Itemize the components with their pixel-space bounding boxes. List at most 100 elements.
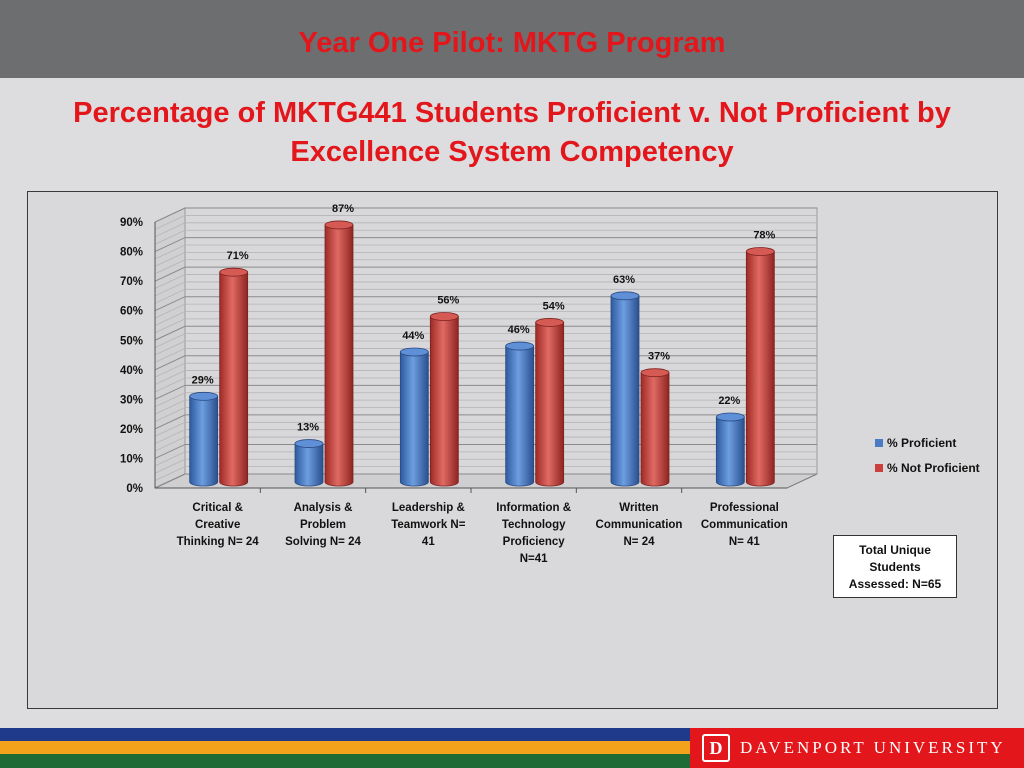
bar-top-proficient <box>715 412 745 422</box>
logo-text: DAVENPORT UNIVERSITY <box>740 738 1006 757</box>
gridline <box>154 215 817 230</box>
data-label: 46% <box>508 324 530 336</box>
gridline <box>154 318 817 334</box>
y-tick-label: 40% <box>120 365 143 377</box>
gridline <box>154 377 817 393</box>
data-label: 37% <box>648 351 670 363</box>
gridline <box>154 244 817 260</box>
gridline <box>154 429 817 445</box>
gridline <box>154 325 817 341</box>
gridline <box>154 370 817 385</box>
gridline <box>154 251 817 267</box>
stripe-green <box>0 754 690 768</box>
bar-proficient <box>610 295 640 487</box>
gridline <box>154 443 817 459</box>
bar-top-proficient <box>505 341 535 351</box>
footer-stripes <box>0 728 1024 768</box>
gridline <box>154 473 817 489</box>
y-tick-label: 0% <box>126 483 143 495</box>
data-label: 78% <box>753 230 775 242</box>
data-label: 13% <box>297 422 319 434</box>
bar-not-proficient <box>640 372 670 487</box>
bar-proficient <box>189 395 219 487</box>
gridline <box>154 303 817 319</box>
y-tick-label: 10% <box>120 453 143 465</box>
gridline <box>154 458 817 474</box>
gridline <box>154 333 817 348</box>
bar-top-proficient <box>294 439 324 448</box>
gridline <box>154 274 817 289</box>
legend: % Proficient % Not Proficient <box>875 430 980 480</box>
legend-swatch-not-proficient <box>875 463 883 472</box>
slide-title: Year One Pilot: MKTG Program <box>298 27 726 59</box>
y-tick-label: 20% <box>120 424 143 436</box>
data-label: 87% <box>332 203 354 215</box>
bar-top-proficient <box>189 391 219 401</box>
bar-proficient <box>399 351 429 487</box>
university-logo: D DAVENPORT UNIVERSITY <box>690 728 1024 768</box>
y-tick-label: 80% <box>120 247 143 259</box>
bar-not-proficient <box>219 271 249 487</box>
gridline <box>154 451 817 467</box>
bar-not-proficient <box>745 251 775 487</box>
gridline <box>154 407 817 422</box>
data-label: 22% <box>718 395 740 407</box>
bar-not-proficient <box>429 316 459 487</box>
bar-top-not-proficient <box>640 368 670 378</box>
gridline <box>154 229 817 245</box>
gridline <box>154 281 817 297</box>
gridline <box>154 392 817 408</box>
bar-proficient <box>294 443 324 487</box>
gridline <box>154 222 817 238</box>
gridline <box>154 384 817 400</box>
bar-proficient <box>715 416 745 487</box>
y-tick-label: 60% <box>120 306 143 318</box>
gridline <box>154 288 817 304</box>
gridline <box>154 348 817 363</box>
bar-not-proficient <box>535 322 565 487</box>
bar-top-not-proficient <box>324 220 354 230</box>
data-label: 56% <box>437 295 459 307</box>
data-label: 63% <box>613 274 635 286</box>
data-label: 54% <box>543 300 565 312</box>
y-tick-label: 70% <box>120 276 143 288</box>
category-label: Leadership & Teamwork N= 41 <box>391 502 466 548</box>
bar-top-proficient <box>610 291 640 301</box>
chart-heading: Percentage of MKTG441 Students Proficien… <box>73 97 951 168</box>
gridline <box>154 259 817 275</box>
bar-top-not-proficient <box>745 247 775 256</box>
gridline <box>154 237 817 253</box>
gridline <box>154 355 817 371</box>
bar-top-not-proficient <box>219 267 249 277</box>
stripe-blue <box>0 728 690 741</box>
gridline <box>154 296 817 312</box>
y-tick-label: 30% <box>120 394 143 406</box>
gridline <box>154 207 817 223</box>
gridline <box>154 362 817 378</box>
gridline <box>154 340 817 356</box>
bar-proficient <box>505 345 535 487</box>
data-label: 71% <box>227 250 249 262</box>
gridline <box>154 414 817 430</box>
category-label: Professional Communication N= 41 <box>700 502 788 548</box>
data-label: 29% <box>192 374 214 386</box>
gridline <box>154 466 817 481</box>
legend-label-not-proficient: % Not Proficient <box>887 460 980 475</box>
bar-top-proficient <box>399 347 429 357</box>
gridline <box>154 421 817 437</box>
gridline <box>154 436 817 452</box>
category-label: Written Communication N= 24 <box>595 502 683 548</box>
gridline <box>154 311 817 326</box>
bar-top-not-proficient <box>535 318 565 327</box>
header-bar <box>0 0 1024 78</box>
total-students-note: Total Unique Students Assessed: N=65 <box>833 535 957 598</box>
legend-label-proficient: % Proficient <box>887 435 957 450</box>
y-tick-label: 50% <box>120 335 143 347</box>
legend-item-proficient: % Proficient <box>875 430 980 455</box>
bar-chart: 0% 10% 20% 30% 40% 50% 60% 70% 80% 90% 29% 71% 13% 87… <box>120 203 818 495</box>
stripe-orange <box>0 741 690 754</box>
gridline <box>154 399 817 415</box>
category-label: Information & Technology Proficiency N=4… <box>496 502 572 565</box>
legend-item-not-proficient: % Not Proficient <box>875 455 980 480</box>
logo-d-icon: D <box>702 734 730 762</box>
